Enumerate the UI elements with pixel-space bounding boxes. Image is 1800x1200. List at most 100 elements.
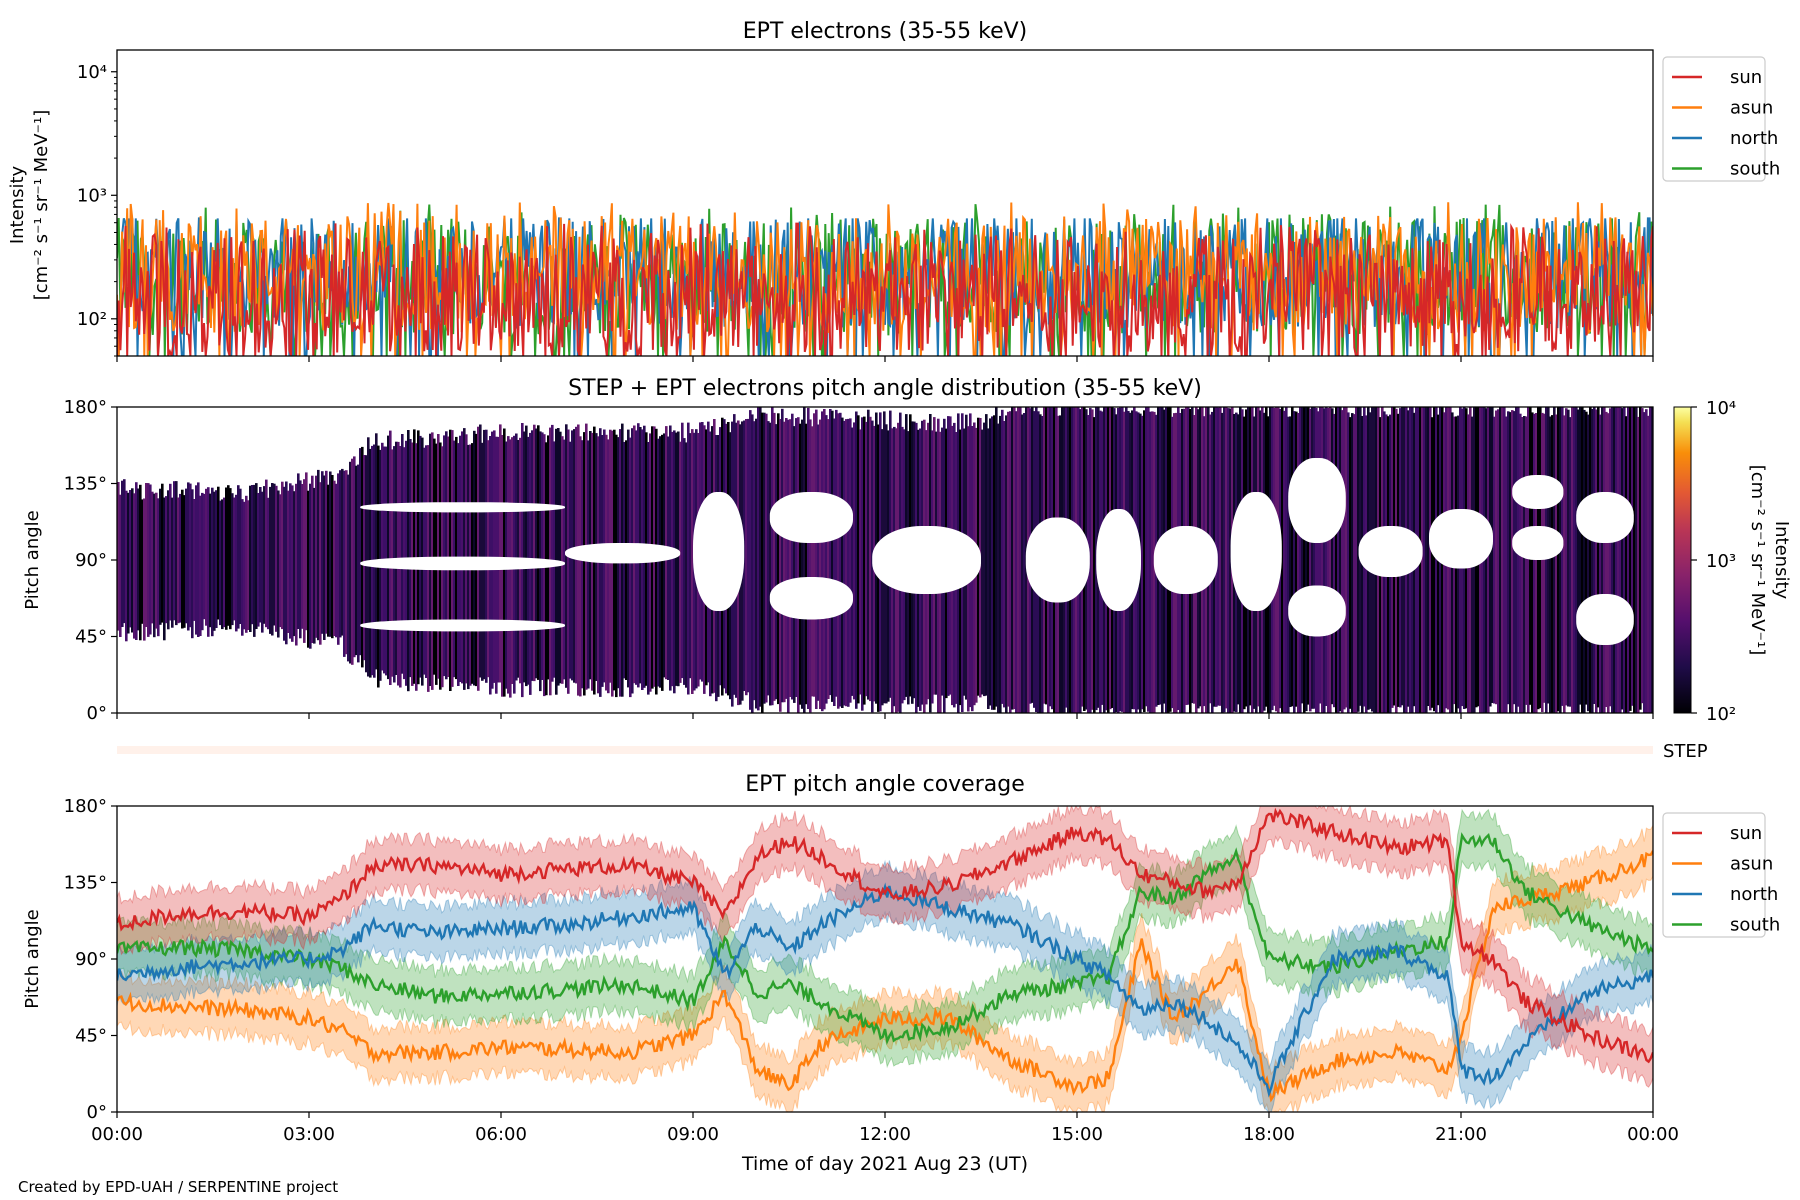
heatmap-column [149,484,152,635]
heatmap-column [1489,407,1492,707]
heatmap-column [349,461,352,664]
heatmap-column [687,422,690,695]
heatmap-column [1535,413,1538,713]
heatmap-column [1005,415,1008,713]
heatmap-column [1637,416,1640,713]
heatmap-column [1533,413,1536,713]
heatmap-column [1293,411,1296,713]
heatmap-column [1351,413,1354,713]
heatmap-column [745,419,748,696]
coverage-band-north [117,859,1653,1112]
heatmap-column [1427,407,1430,706]
heatmap-column [691,429,694,694]
heatmap-column [807,407,810,709]
xtick-label: 18:00 [1243,1124,1295,1145]
heatmap-column [1355,407,1358,713]
colorbar-tick-label: 10³ [1706,551,1736,572]
heatmap-column [1499,407,1502,713]
heatmap-gap [872,526,981,594]
heatmap-column [1647,415,1650,713]
heatmap-column [1511,410,1514,713]
panel4-yaxis: 0° 45° 90° 135° 180° [64,796,117,1123]
heatmap-column [213,491,216,631]
heatmap-column [607,439,610,694]
heatmap-column [445,431,448,680]
xtick-label: 00:00 [1627,1124,1679,1145]
heatmap-column [145,483,148,627]
heatmap-column [173,481,176,621]
heatmap-column [831,410,834,702]
heatmap-column [209,493,212,628]
heatmap-column [1299,407,1302,713]
heatmap-gap [360,619,565,632]
heatmap-column [125,490,128,642]
heatmap-column [351,458,354,665]
heatmap-column [871,420,874,713]
heatmap-column [243,501,246,630]
coverage-band-asun [117,824,1653,1112]
heatmap-column [779,419,782,712]
heatmap-column [1493,416,1496,704]
heatmap-column [207,487,210,637]
heatmap-column [361,446,364,668]
heatmap-column [1321,407,1324,713]
ytick-label: 135° [64,474,107,495]
heatmap-column [1503,407,1506,713]
heatmap-column [1281,407,1284,713]
ytick-label: 0° [87,1102,107,1123]
heatmap-column [437,434,440,679]
heatmap-column [329,471,332,637]
heatmap-column [1507,411,1510,705]
heatmap-column [689,433,692,679]
heatmap-column [1551,415,1554,713]
heatmap-column [353,456,356,658]
heatmap-column [1315,407,1318,713]
heatmap-column [1019,407,1022,713]
ytick-label: 10³ [77,185,107,206]
heatmap-column [581,440,584,689]
intensity-line-sun [117,222,1653,356]
heatmap-column [1323,408,1326,713]
heatmap-column [291,485,294,642]
heatmap-column [1635,407,1638,713]
panel4-xaxis: 00:00 03:00 06:00 09:00 12:00 15:00 18:00 21:00… [91,1112,1679,1145]
heatmap-column [387,435,390,680]
heatmap-column [263,486,266,624]
heatmap-column [551,424,554,682]
heatmap-column [1509,412,1512,713]
heatmap-column [227,485,230,626]
heatmap-column [485,429,488,683]
heatmap-gap [1096,509,1141,611]
heatmap-column [1591,408,1594,713]
ytick-label: 135° [64,873,107,894]
heatmap-column [381,442,384,671]
heatmap-column [319,482,322,645]
heatmap-column [1583,409,1586,713]
heatmap-column [1091,409,1094,710]
heatmap-column [1227,408,1230,713]
heatmap-column [1639,407,1642,710]
heatmap-column [215,490,218,628]
heatmap-column [355,465,358,656]
heatmap-column [483,429,486,680]
heatmap-column [587,440,590,689]
heatmap-column [1619,407,1622,713]
heatmap-column [1423,407,1426,713]
heatmap-column [863,416,866,705]
heatmap-column [141,499,144,624]
heatmap-column [253,484,256,637]
heatmap-column [1285,407,1288,713]
heatmap-column [195,485,198,635]
panel4-data [117,806,1653,1112]
heatmap-column [777,413,780,705]
heatmap-column [1609,408,1612,707]
heatmap-column [129,490,132,628]
heatmap-column [1567,409,1570,707]
heatmap-column [837,413,840,709]
heatmap-column [1425,407,1428,713]
heatmap-column [629,437,632,698]
heatmap-column [1541,412,1544,712]
heatmap-column [1329,407,1332,713]
heatmap-column [537,425,540,680]
heatmap-column [799,423,802,705]
